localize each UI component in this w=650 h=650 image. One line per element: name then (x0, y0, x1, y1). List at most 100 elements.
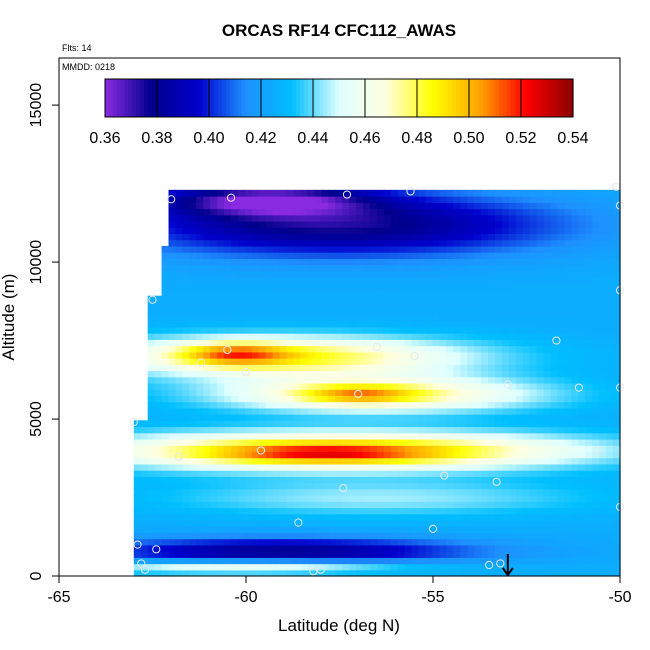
heatmap-cell (244, 414, 253, 421)
heatmap-cell (383, 557, 392, 565)
heatmap-cell (501, 202, 510, 210)
heatmap-cell (168, 333, 177, 340)
x-tick-label: -55 (421, 589, 444, 606)
heatmap-cell (522, 345, 531, 353)
heatmap-cell (376, 277, 385, 284)
heatmap-cell (175, 544, 184, 552)
heatmap-cell (592, 463, 600, 471)
heatmap-cell (272, 258, 281, 266)
heatmap-cell (383, 420, 392, 428)
heatmap-cell (175, 420, 184, 428)
heatmap-cell (376, 339, 385, 347)
colorbar-segment (557, 79, 562, 117)
heatmap-cell (578, 227, 586, 235)
heatmap-cell (536, 451, 545, 459)
heatmap-cell (460, 457, 468, 465)
heatmap-cell (585, 414, 593, 421)
heatmap-cell (293, 551, 302, 558)
heatmap-cell (140, 507, 149, 515)
heatmap-cell (501, 339, 510, 347)
heatmap-cell (369, 557, 378, 565)
heatmap-cell (189, 233, 197, 241)
sample-point (174, 452, 183, 461)
heatmap-cell (307, 526, 315, 533)
heatmap-cell (224, 333, 232, 340)
heatmap-cell (592, 551, 600, 558)
heatmap-cell (210, 326, 218, 334)
heatmap-cell (272, 376, 281, 384)
heatmap-cell (446, 563, 454, 571)
y-tick-label: 0 (28, 571, 45, 580)
heatmap-cell (613, 389, 621, 396)
heatmap-cell (474, 339, 482, 347)
heatmap-cell (418, 401, 427, 409)
heatmap-cell (258, 264, 267, 272)
heatmap-cell (189, 208, 197, 216)
heatmap-cell (133, 551, 142, 558)
heatmap-cell (418, 420, 427, 428)
heatmap-cell (425, 445, 434, 453)
heatmap-cell (425, 507, 434, 515)
heatmap-cell (307, 351, 315, 359)
heatmap-cell (356, 420, 364, 428)
heatmap-cell (488, 239, 496, 247)
heatmap-cell (425, 301, 434, 309)
heatmap-cell (244, 283, 253, 291)
heatmap-cell (147, 463, 156, 471)
heatmap-cell (265, 233, 274, 241)
heatmap-cell (404, 364, 413, 372)
heatmap-cell (237, 476, 246, 484)
heatmap-cell (251, 289, 260, 297)
heatmap-cell (425, 488, 434, 496)
heatmap-cell (196, 389, 204, 396)
heatmap-cell (467, 233, 475, 241)
heatmap-cell (168, 482, 177, 490)
heatmap-cell (550, 214, 559, 222)
heatmap-cell (300, 376, 309, 384)
heatmap-cell (606, 252, 614, 259)
heatmap-cell (376, 544, 385, 552)
heatmap-cell (307, 221, 315, 228)
heatmap-cell (564, 277, 572, 284)
heatmap-cell (258, 507, 267, 515)
heatmap-cell (390, 364, 399, 372)
heatmap-cell (300, 426, 309, 434)
colorbar-segment (171, 79, 176, 117)
heatmap-cell (578, 258, 586, 266)
heatmap-cell (418, 252, 427, 259)
heatmap-cell (258, 308, 267, 316)
heatmap-cell (237, 538, 246, 546)
x-tick-label: -50 (608, 589, 631, 606)
heatmap-cell (585, 345, 593, 353)
heatmap-cell (383, 289, 392, 297)
heatmap-cell (356, 339, 364, 347)
heatmap-cell (522, 202, 531, 210)
heatmap-cell (564, 401, 572, 409)
heatmap-cell (592, 345, 600, 353)
heatmap-cell (474, 202, 482, 210)
colorbar-segment (510, 79, 516, 117)
heatmap-cell (543, 420, 552, 428)
heatmap-cell (286, 289, 295, 297)
heatmap-cell (557, 451, 566, 459)
heatmap-cell (397, 507, 406, 515)
heatmap-cell (446, 569, 454, 577)
heatmap-cell (390, 382, 399, 390)
colorbar-segment (436, 79, 441, 117)
heatmap-cell (196, 239, 204, 247)
heatmap-cell (425, 451, 434, 459)
heatmap-cell (529, 463, 538, 471)
heatmap-cell (411, 214, 420, 222)
heatmap-cell (140, 519, 149, 527)
heatmap-cell (349, 451, 357, 459)
heatmap-cell (494, 463, 503, 471)
heatmap-cell (439, 414, 447, 421)
heatmap-cell (460, 351, 468, 359)
heatmap-cell (217, 320, 225, 328)
heatmap-cell (189, 214, 197, 222)
heatmap-cell (189, 270, 197, 278)
heatmap-cell (376, 526, 385, 533)
heatmap-cell (189, 544, 197, 552)
heatmap-cell (342, 463, 350, 471)
heatmap-cell (550, 476, 559, 484)
